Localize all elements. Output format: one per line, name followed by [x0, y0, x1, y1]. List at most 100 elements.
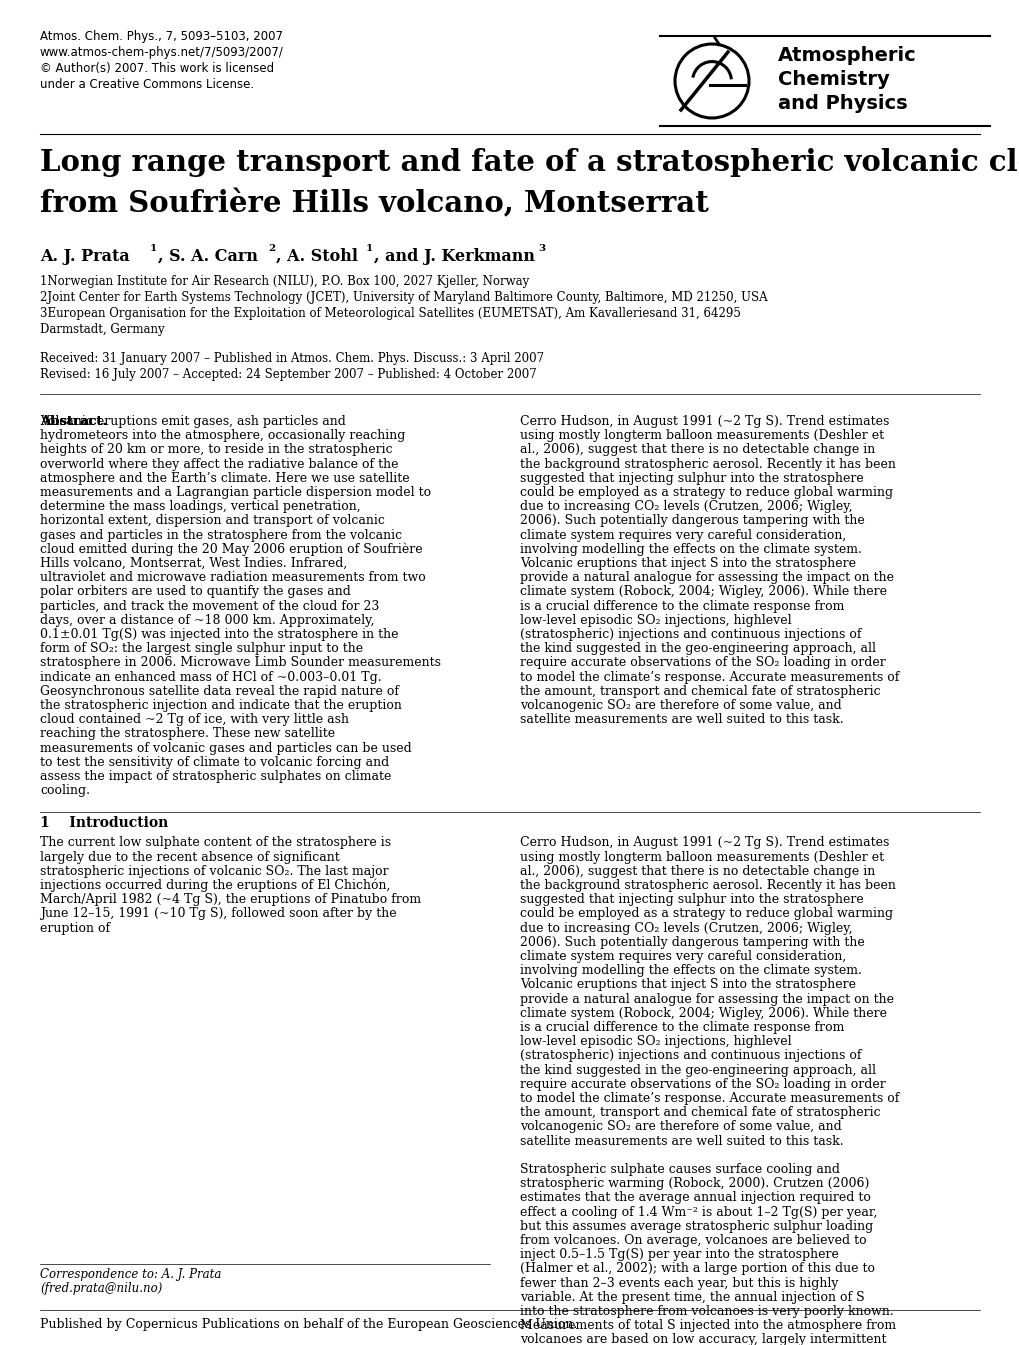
- Text: Stratospheric sulphate causes surface cooling and: Stratospheric sulphate causes surface co…: [520, 1163, 840, 1176]
- Text: particles, and track the movement of the cloud for 23: particles, and track the movement of the…: [40, 600, 379, 612]
- Text: June 12–15, 1991 (~10 Tg S), followed soon after by the: June 12–15, 1991 (~10 Tg S), followed so…: [40, 908, 396, 920]
- Text: www.atmos-chem-phys.net/7/5093/2007/: www.atmos-chem-phys.net/7/5093/2007/: [40, 46, 283, 59]
- Text: al., 2006), suggest that there is no detectable change in: al., 2006), suggest that there is no det…: [520, 444, 874, 456]
- Text: climate system requires very careful consideration,: climate system requires very careful con…: [520, 950, 846, 963]
- Text: inject 0.5–1.5 Tg(S) per year into the stratosphere: inject 0.5–1.5 Tg(S) per year into the s…: [520, 1248, 838, 1262]
- Text: Long range transport and fate of a stratospheric volcanic cloud: Long range transport and fate of a strat…: [40, 148, 1019, 178]
- Text: , S. A. Carn: , S. A. Carn: [158, 247, 258, 265]
- Text: low-level episodic SO₂ injections, highlevel: low-level episodic SO₂ injections, highl…: [520, 613, 791, 627]
- Text: fewer than 2–3 events each year, but this is highly: fewer than 2–3 events each year, but thi…: [520, 1276, 838, 1290]
- Text: using mostly longterm balloon measurements (Deshler et: using mostly longterm balloon measuremen…: [520, 429, 883, 443]
- Text: 1    Introduction: 1 Introduction: [40, 816, 168, 830]
- Text: Published by Copernicus Publications on behalf of the European Geosciences Union: Published by Copernicus Publications on …: [40, 1318, 577, 1332]
- Text: to model the climate’s response. Accurate measurements of: to model the climate’s response. Accurat…: [520, 671, 899, 683]
- Text: assess the impact of stratospheric sulphates on climate: assess the impact of stratospheric sulph…: [40, 769, 391, 783]
- Text: 0.1±0.01 Tg(S) was injected into the stratosphere in the: 0.1±0.01 Tg(S) was injected into the str…: [40, 628, 398, 642]
- Text: involving modelling the effects on the climate system.: involving modelling the effects on the c…: [520, 964, 861, 978]
- Text: (stratospheric) injections and continuous injections of: (stratospheric) injections and continuou…: [520, 1049, 861, 1063]
- Text: into the stratosphere from volcanoes is very poorly known.: into the stratosphere from volcanoes is …: [520, 1305, 893, 1318]
- Text: heights of 20 km or more, to reside in the stratospheric: heights of 20 km or more, to reside in t…: [40, 444, 392, 456]
- Text: is a crucial difference to the climate response from: is a crucial difference to the climate r…: [520, 600, 844, 612]
- Text: Chemistry: Chemistry: [777, 70, 889, 89]
- Text: 1Norwegian Institute for Air Research (NILU), P.O. Box 100, 2027 Kjeller, Norway: 1Norwegian Institute for Air Research (N…: [40, 274, 529, 288]
- Text: satellite measurements are well suited to this task.: satellite measurements are well suited t…: [520, 713, 843, 726]
- Text: from Soufrière Hills volcano, Montserrat: from Soufrière Hills volcano, Montserrat: [40, 190, 708, 218]
- Text: the amount, transport and chemical fate of stratospheric: the amount, transport and chemical fate …: [520, 685, 879, 698]
- Text: from volcanoes. On average, volcanoes are believed to: from volcanoes. On average, volcanoes ar…: [520, 1233, 866, 1247]
- Text: require accurate observations of the SO₂ loading in order: require accurate observations of the SO₂…: [520, 1077, 884, 1091]
- Text: volcanoes are based on low accuracy, largely intermittent: volcanoes are based on low accuracy, lar…: [520, 1333, 886, 1345]
- Text: Darmstadt, Germany: Darmstadt, Germany: [40, 323, 164, 336]
- Text: climate system requires very careful consideration,: climate system requires very careful con…: [520, 529, 846, 542]
- Text: Geosynchronous satellite data reveal the rapid nature of: Geosynchronous satellite data reveal the…: [40, 685, 398, 698]
- Text: to model the climate’s response. Accurate measurements of: to model the climate’s response. Accurat…: [520, 1092, 899, 1106]
- Text: climate system (Robock, 2004; Wigley, 2006). While there: climate system (Robock, 2004; Wigley, 20…: [520, 585, 887, 599]
- Text: suggested that injecting sulphur into the stratosphere: suggested that injecting sulphur into th…: [520, 472, 863, 484]
- Text: al., 2006), suggest that there is no detectable change in: al., 2006), suggest that there is no det…: [520, 865, 874, 878]
- Text: measurements and a Lagrangian particle dispersion model to: measurements and a Lagrangian particle d…: [40, 486, 431, 499]
- Text: 1: 1: [366, 243, 373, 253]
- Text: injections occurred during the eruptions of El Chichón,: injections occurred during the eruptions…: [40, 880, 390, 893]
- Text: and Physics: and Physics: [777, 94, 907, 113]
- Text: © Author(s) 2007. This work is licensed: © Author(s) 2007. This work is licensed: [40, 62, 274, 75]
- Text: stratosphere in 2006. Microwave Limb Sounder measurements: stratosphere in 2006. Microwave Limb Sou…: [40, 656, 440, 670]
- Text: determine the mass loadings, vertical penetration,: determine the mass loadings, vertical pe…: [40, 500, 361, 514]
- Text: (Halmer et al., 2002); with a large portion of this due to: (Halmer et al., 2002); with a large port…: [520, 1263, 874, 1275]
- Text: but this assumes average stratospheric sulphur loading: but this assumes average stratospheric s…: [520, 1220, 872, 1233]
- Text: stratospheric warming (Robock, 2000). Crutzen (2006): stratospheric warming (Robock, 2000). Cr…: [520, 1177, 868, 1190]
- Text: Revised: 16 July 2007 – Accepted: 24 September 2007 – Published: 4 October 2007: Revised: 16 July 2007 – Accepted: 24 Sep…: [40, 369, 536, 381]
- Text: stratospheric injections of volcanic SO₂. The last major: stratospheric injections of volcanic SO₂…: [40, 865, 388, 878]
- Text: Atmos. Chem. Phys., 7, 5093–5103, 2007: Atmos. Chem. Phys., 7, 5093–5103, 2007: [40, 30, 282, 43]
- Text: low-level episodic SO₂ injections, highlevel: low-level episodic SO₂ injections, highl…: [520, 1036, 791, 1048]
- Text: Volcanic eruptions that inject S into the stratosphere: Volcanic eruptions that inject S into th…: [520, 557, 855, 570]
- Text: provide a natural analogue for assessing the impact on the: provide a natural analogue for assessing…: [520, 993, 893, 1006]
- Text: , A. Stohl: , A. Stohl: [276, 247, 358, 265]
- Text: 2Joint Center for Earth Systems Technology (JCET), University of Maryland Baltim: 2Joint Center for Earth Systems Technolo…: [40, 291, 767, 304]
- Text: Cerro Hudson, in August 1991 (~2 Tg S). Trend estimates: Cerro Hudson, in August 1991 (~2 Tg S). …: [520, 837, 889, 850]
- Text: overworld where they affect the radiative balance of the: overworld where they affect the radiativ…: [40, 457, 398, 471]
- Text: A. J. Prata: A. J. Prata: [40, 247, 129, 265]
- Text: days, over a distance of ~18 000 km. Approximately,: days, over a distance of ~18 000 km. App…: [40, 613, 374, 627]
- Text: The current low sulphate content of the stratosphere is: The current low sulphate content of the …: [40, 837, 390, 850]
- Text: involving modelling the effects on the climate system.: involving modelling the effects on the c…: [520, 543, 861, 555]
- Text: cloud contained ~2 Tg of ice, with very little ash: cloud contained ~2 Tg of ice, with very …: [40, 713, 348, 726]
- Text: variable. At the present time, the annual injection of S: variable. At the present time, the annua…: [520, 1291, 864, 1303]
- Text: horizontal extent, dispersion and transport of volcanic: horizontal extent, dispersion and transp…: [40, 514, 384, 527]
- Text: Measurements of total S injected into the atmosphere from: Measurements of total S injected into th…: [520, 1319, 896, 1332]
- Text: could be employed as a strategy to reduce global warming: could be employed as a strategy to reduc…: [520, 908, 893, 920]
- Text: eruption of: eruption of: [40, 921, 110, 935]
- Text: March/April 1982 (~4 Tg S), the eruptions of Pinatubo from: March/April 1982 (~4 Tg S), the eruption…: [40, 893, 421, 907]
- Text: indicate an enhanced mass of HCl of ~0.003–0.01 Tg.: indicate an enhanced mass of HCl of ~0.0…: [40, 671, 381, 683]
- Text: Abstract.: Abstract.: [40, 416, 107, 428]
- Text: Correspondence to: A. J. Prata: Correspondence to: A. J. Prata: [40, 1268, 221, 1280]
- Text: could be employed as a strategy to reduce global warming: could be employed as a strategy to reduc…: [520, 486, 893, 499]
- Text: 2006). Such potentially dangerous tampering with the: 2006). Such potentially dangerous tamper…: [520, 514, 864, 527]
- Text: under a Creative Commons License.: under a Creative Commons License.: [40, 78, 254, 91]
- Text: 2: 2: [268, 243, 275, 253]
- Text: Abstract.: Abstract.: [40, 416, 107, 428]
- Text: the stratospheric injection and indicate that the eruption: the stratospheric injection and indicate…: [40, 699, 401, 712]
- Text: is a crucial difference to the climate response from: is a crucial difference to the climate r…: [520, 1021, 844, 1034]
- Text: due to increasing CO₂ levels (Crutzen, 2006; Wigley,: due to increasing CO₂ levels (Crutzen, 2…: [520, 500, 852, 514]
- Text: the amount, transport and chemical fate of stratospheric: the amount, transport and chemical fate …: [520, 1106, 879, 1119]
- Text: hydrometeors into the atmosphere, occasionally reaching: hydrometeors into the atmosphere, occasi…: [40, 429, 405, 443]
- Text: polar orbiters are used to quantify the gases and: polar orbiters are used to quantify the …: [40, 585, 351, 599]
- Text: ultraviolet and microwave radiation measurements from two: ultraviolet and microwave radiation meas…: [40, 572, 425, 584]
- Text: Volcanic eruptions that inject S into the stratosphere: Volcanic eruptions that inject S into th…: [520, 978, 855, 991]
- Text: measurements of volcanic gases and particles can be used: measurements of volcanic gases and parti…: [40, 741, 412, 755]
- Text: form of SO₂: the largest single sulphur input to the: form of SO₂: the largest single sulphur …: [40, 642, 363, 655]
- Text: Received: 31 January 2007 – Published in Atmos. Chem. Phys. Discuss.: 3 April 20: Received: 31 January 2007 – Published in…: [40, 352, 543, 364]
- Text: (stratospheric) injections and continuous injections of: (stratospheric) injections and continuou…: [520, 628, 861, 642]
- Text: , and J. Kerkmann: , and J. Kerkmann: [374, 247, 535, 265]
- Text: suggested that injecting sulphur into the stratosphere: suggested that injecting sulphur into th…: [520, 893, 863, 907]
- Text: require accurate observations of the SO₂ loading in order: require accurate observations of the SO₂…: [520, 656, 884, 670]
- Text: Hills volcano, Montserrat, West Indies. Infrared,: Hills volcano, Montserrat, West Indies. …: [40, 557, 346, 570]
- Text: Atmospheric: Atmospheric: [777, 46, 916, 65]
- Text: largely due to the recent absence of significant: largely due to the recent absence of sig…: [40, 850, 339, 863]
- Text: to test the sensitivity of climate to volcanic forcing and: to test the sensitivity of climate to vo…: [40, 756, 389, 769]
- Text: due to increasing CO₂ levels (Crutzen, 2006; Wigley,: due to increasing CO₂ levels (Crutzen, 2…: [520, 921, 852, 935]
- Text: the kind suggested in the geo-engineering approach, all: the kind suggested in the geo-engineerin…: [520, 642, 875, 655]
- Text: the kind suggested in the geo-engineering approach, all: the kind suggested in the geo-engineerin…: [520, 1064, 875, 1076]
- Text: estimates that the average annual injection required to: estimates that the average annual inject…: [520, 1192, 870, 1204]
- Text: reaching the stratosphere. These new satellite: reaching the stratosphere. These new sat…: [40, 728, 335, 740]
